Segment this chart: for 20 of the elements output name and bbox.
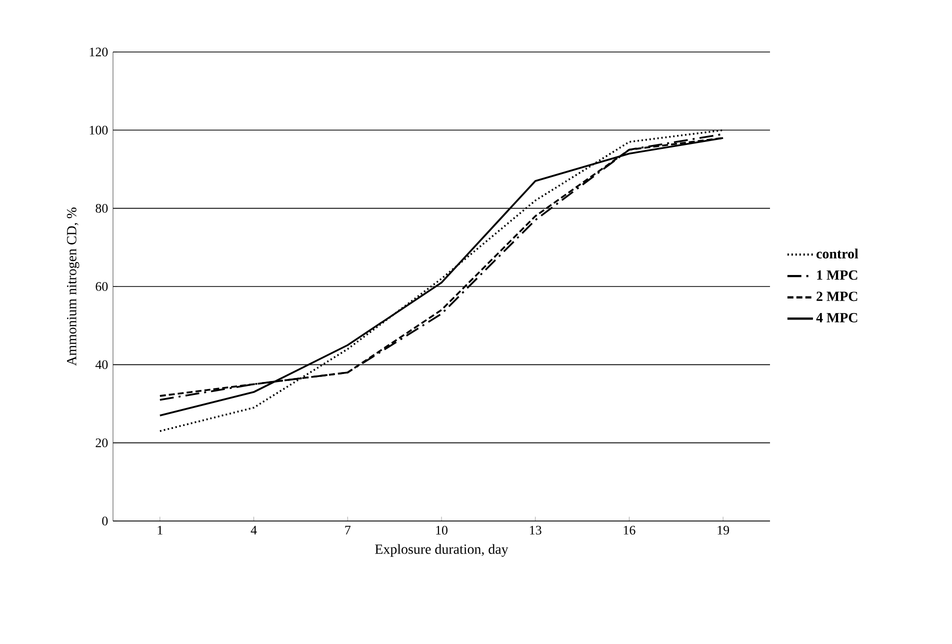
x-tick-label: 1	[158, 526, 162, 534]
y-tick-label: 40	[95, 360, 108, 370]
legend-label: 1 MPC	[817, 270, 858, 280]
x-tick-label: 16	[624, 526, 636, 535]
x-tick-label: 10	[436, 526, 448, 535]
y-tick-label: 80	[96, 204, 108, 213]
y-tick-label: 0	[102, 516, 108, 526]
x-axis-title: Explosure duration, day	[375, 544, 508, 557]
y-tick-label: 100	[90, 126, 108, 135]
legend-label: control	[816, 248, 858, 258]
x-tick-label: 13	[530, 526, 542, 535]
x-tick-label: 7	[345, 526, 351, 534]
x-tick-label: 19	[718, 526, 730, 535]
y-tick-label: 60	[96, 282, 108, 291]
y-tick-label: 120	[90, 48, 108, 56]
y-axis-title: Ammonium nitrogen CD, %	[66, 208, 80, 366]
x-tick-label: 4	[250, 526, 257, 534]
legend-label: 4 MPC	[816, 312, 858, 322]
legend-label: 2 MPC	[816, 292, 858, 302]
y-tick-label: 20	[96, 438, 108, 448]
